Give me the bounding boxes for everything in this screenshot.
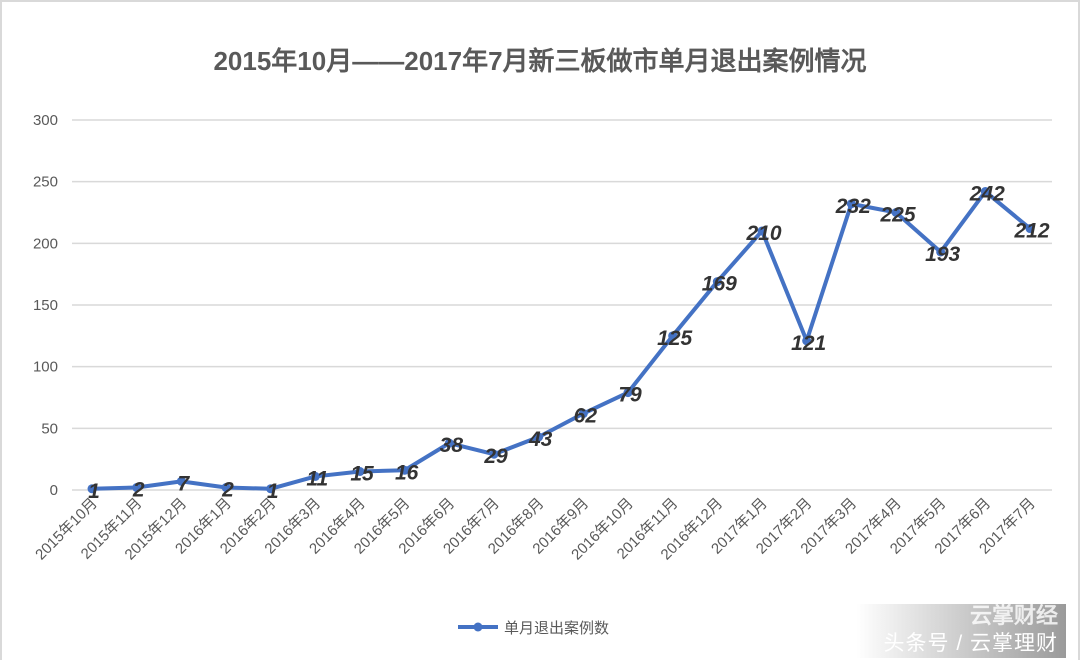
data-label: 2 <box>221 479 234 502</box>
data-label: 29 <box>483 445 508 468</box>
data-label: 38 <box>440 434 464 457</box>
data-point <box>891 208 901 217</box>
data-label: 212 <box>1013 220 1049 243</box>
data-label: 232 <box>835 195 871 218</box>
y-tick-label: 50 <box>41 420 58 437</box>
data-point <box>400 465 410 475</box>
data-point <box>534 432 544 442</box>
data-point <box>980 187 990 197</box>
data-label: 125 <box>657 327 692 350</box>
y-tick-label: 0 <box>50 482 58 499</box>
chart-title: 2015年10月——2017年7月新三板做市单月退出案例情况 <box>213 46 866 76</box>
data-point <box>936 247 946 257</box>
data-label: 1 <box>267 480 279 503</box>
data-point <box>444 438 454 448</box>
data-label: 193 <box>925 243 960 266</box>
data-point <box>176 476 186 486</box>
data-point <box>623 388 633 398</box>
data-point <box>846 199 856 209</box>
y-tick-label: 100 <box>33 359 58 376</box>
y-tick-label: 200 <box>33 235 58 252</box>
data-point <box>355 467 365 476</box>
data-label: 79 <box>618 384 642 407</box>
data-point <box>1025 224 1035 234</box>
watermark-bottom: 头条号 / 云掌理财 <box>883 632 1058 655</box>
data-point <box>266 484 276 494</box>
data-label: 242 <box>969 183 1005 206</box>
data-label: 121 <box>791 332 826 355</box>
y-tick-label: 150 <box>33 297 58 314</box>
data-label: 1 <box>88 480 100 503</box>
legend: 单月退出案例数 <box>458 619 609 637</box>
data-label: 62 <box>574 405 598 428</box>
data-point <box>310 471 320 481</box>
data-label: 2 <box>132 479 145 502</box>
legend-label: 单月退出案例数 <box>504 619 609 637</box>
data-label: 11 <box>306 467 328 490</box>
data-point <box>668 331 678 341</box>
data-point <box>489 449 499 459</box>
y-tick-label: 300 <box>33 112 58 129</box>
data-point <box>87 484 97 494</box>
watermark-top: 云掌财经 <box>969 603 1058 628</box>
data-label: 225 <box>879 204 915 227</box>
data-label: 169 <box>702 273 737 296</box>
data-point <box>757 226 767 236</box>
data-point <box>132 483 142 493</box>
data-label: 16 <box>395 461 419 484</box>
data-label: 43 <box>528 428 553 451</box>
y-tick-label: 250 <box>33 174 58 191</box>
data-point <box>802 336 812 346</box>
data-point <box>221 483 231 493</box>
data-label: 15 <box>350 463 374 486</box>
data-label: 7 <box>177 472 190 495</box>
legend-marker <box>473 622 483 632</box>
series-line <box>91 189 1032 491</box>
data-point <box>578 409 588 419</box>
watermark: 云掌财经 头条号 / 云掌理财 <box>856 604 1066 658</box>
data-label: 210 <box>745 222 781 245</box>
data-point <box>712 277 722 287</box>
